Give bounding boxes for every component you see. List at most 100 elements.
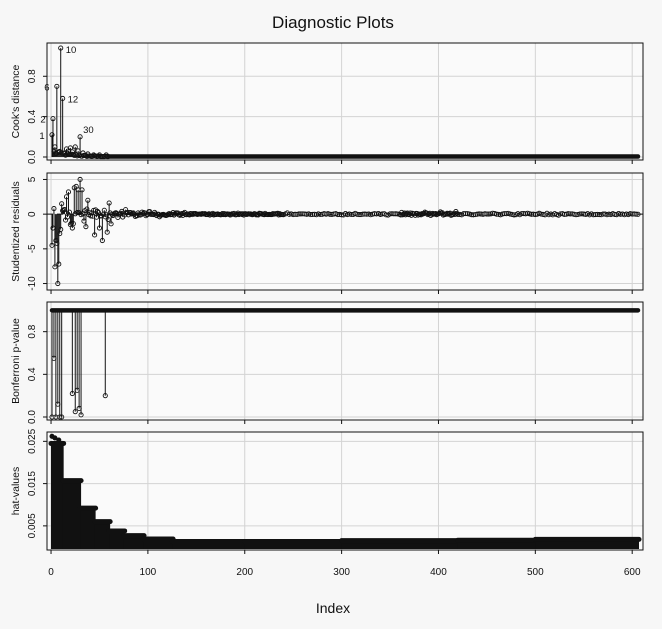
data-point — [74, 210, 80, 216]
x-tick-label: 200 — [236, 567, 253, 578]
panel-2: -10 -5 0 5 Studentized residuals — [10, 172, 644, 294]
y-axis-label: Studentized residuals — [10, 181, 22, 281]
y-tick-label: 0.005 — [27, 513, 38, 538]
y-tick-label: -5 — [27, 244, 38, 253]
y-tick-label: 0.8 — [27, 324, 38, 338]
point-label: 1 — [39, 131, 44, 142]
data-point — [78, 412, 84, 418]
panel-marks — [48, 433, 642, 549]
data-point — [96, 225, 103, 231]
y-tick-label: 0.4 — [27, 367, 38, 381]
hat-bar-block — [172, 541, 246, 549]
y-tick-label: 0.0 — [27, 150, 38, 164]
data-point — [108, 221, 114, 227]
y-tick-label: 0.015 — [27, 471, 38, 496]
data-point — [56, 437, 62, 443]
data-point — [72, 144, 78, 150]
data-point — [635, 211, 641, 217]
data-point — [79, 187, 85, 193]
y-axis-label: hat-values — [10, 467, 22, 515]
data-point — [105, 216, 111, 223]
data-point — [64, 214, 71, 220]
panel-frame — [46, 301, 644, 421]
data-point — [85, 197, 91, 203]
data-point — [58, 45, 64, 51]
hat-bar-block — [341, 540, 459, 549]
point-label: 30 — [83, 125, 94, 136]
hat-bar-block — [535, 539, 639, 549]
data-point — [83, 224, 89, 230]
x-tick-label: 600 — [624, 567, 641, 578]
y-tick-label: 0.8 — [27, 69, 38, 83]
data-point — [50, 116, 56, 122]
panel-background — [47, 302, 643, 420]
y-tick-label: -10 — [27, 276, 38, 291]
point-label: 10 — [66, 45, 77, 56]
data-point — [67, 145, 73, 151]
hat-bar-block — [123, 535, 145, 549]
panel-frame — [46, 172, 644, 291]
x-axis-label: Index — [316, 600, 350, 616]
point-label: 2 — [40, 115, 45, 126]
data-point — [59, 150, 65, 156]
x-tick-label: 300 — [333, 567, 350, 578]
panel-3: 0.0 0.4 0.8 Bonferroni p-value — [10, 301, 644, 424]
data-point — [102, 393, 108, 399]
y-tick-label: 0 — [27, 211, 38, 217]
data-point — [52, 435, 58, 441]
panel-background — [47, 432, 643, 550]
data-point — [66, 209, 72, 215]
data-point — [84, 206, 90, 212]
hat-bar-block — [109, 530, 125, 549]
data-point — [70, 221, 76, 227]
data-point — [52, 264, 58, 270]
data-point — [106, 200, 112, 206]
panel-frame — [46, 42, 644, 161]
y-tick-label: 5 — [27, 176, 38, 182]
data-point — [69, 390, 75, 397]
data-point — [65, 189, 72, 195]
data-point — [60, 440, 66, 447]
data-point — [60, 95, 66, 102]
data-point — [444, 210, 450, 216]
data-point — [398, 212, 404, 218]
y-tick-label: 0.4 — [27, 109, 38, 123]
y-tick-label: 0.025 — [27, 428, 38, 453]
panel-marks — [49, 308, 641, 420]
y-axis-label: Bonferroni p-value — [10, 318, 22, 404]
data-point — [87, 210, 93, 216]
data-point — [92, 232, 98, 238]
x-tick-label: 500 — [527, 567, 544, 578]
data-point — [49, 132, 55, 138]
hat-bar-block — [51, 443, 64, 549]
y-tick-label: 0.0 — [27, 410, 38, 424]
data-point — [49, 242, 55, 248]
data-point — [51, 206, 57, 212]
data-point — [59, 414, 65, 420]
hat-bar-block — [80, 508, 96, 549]
point-label: 12 — [68, 94, 79, 105]
hat-bar-block — [244, 541, 343, 549]
panel-frame — [46, 431, 644, 551]
hat-bar-block — [62, 480, 82, 549]
data-point — [77, 134, 83, 140]
data-point — [104, 229, 110, 235]
data-point — [633, 211, 639, 217]
hat-bar-block — [457, 540, 537, 549]
y-axis-label: Cook's distance — [10, 64, 22, 138]
data-point — [99, 237, 105, 244]
panel-marks — [47, 176, 643, 287]
data-point — [54, 83, 60, 89]
data-point — [59, 201, 65, 207]
panel-background — [47, 43, 643, 160]
hat-bar-block — [143, 538, 174, 549]
data-point — [77, 176, 83, 183]
x-tick-label: 100 — [140, 567, 157, 578]
data-point — [101, 207, 107, 213]
chart-title: Diagnostic Plots — [272, 13, 394, 32]
